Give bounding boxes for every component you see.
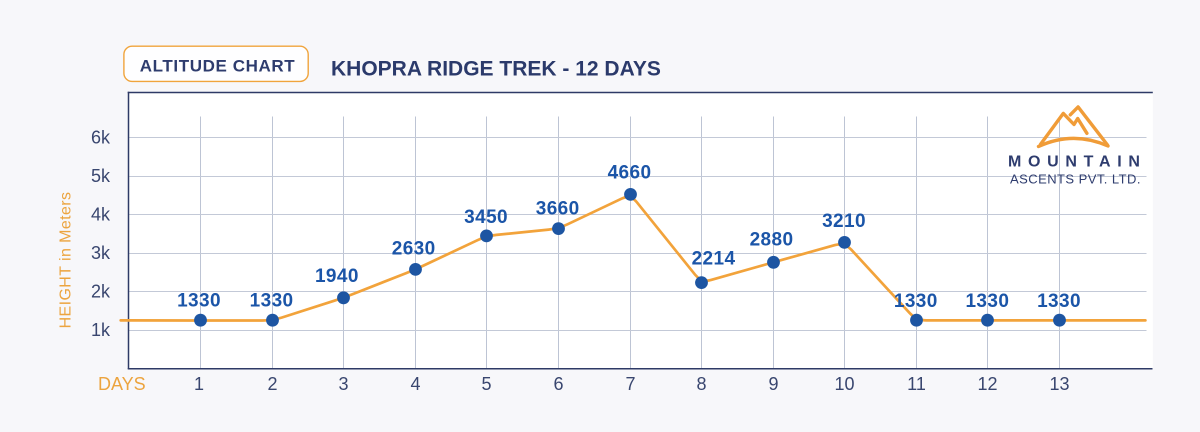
svg-text:5: 5 — [481, 374, 491, 394]
svg-text:3450: 3450 — [464, 207, 508, 228]
svg-text:MOUNTAIN: MOUNTAIN — [1008, 153, 1147, 170]
svg-text:KHOPRA RIDGE TREK - 12 DAYS: KHOPRA RIDGE TREK - 12 DAYS — [331, 58, 661, 81]
svg-text:1330: 1330 — [1037, 291, 1081, 312]
svg-text:2880: 2880 — [750, 229, 794, 250]
svg-text:DAYS: DAYS — [98, 374, 146, 394]
svg-text:1k: 1k — [91, 320, 111, 340]
svg-text:10: 10 — [834, 374, 854, 394]
svg-text:ALTITUDE CHART: ALTITUDE CHART — [140, 57, 295, 76]
svg-text:8: 8 — [696, 374, 706, 394]
svg-text:9: 9 — [768, 374, 778, 394]
svg-text:2214: 2214 — [692, 249, 736, 270]
svg-text:3660: 3660 — [536, 198, 580, 219]
svg-text:11: 11 — [907, 374, 926, 394]
svg-text:2630: 2630 — [392, 238, 436, 259]
svg-text:3210: 3210 — [822, 211, 866, 232]
svg-text:4: 4 — [410, 374, 420, 394]
svg-text:2k: 2k — [91, 282, 111, 302]
svg-text:3: 3 — [338, 374, 348, 394]
svg-text:6: 6 — [553, 374, 563, 394]
svg-text:6k: 6k — [91, 128, 111, 148]
svg-text:2: 2 — [267, 374, 277, 394]
svg-text:13: 13 — [1049, 374, 1069, 394]
svg-text:4660: 4660 — [608, 163, 652, 184]
svg-text:1940: 1940 — [315, 266, 359, 287]
svg-text:5k: 5k — [91, 166, 111, 186]
svg-text:1330: 1330 — [177, 291, 221, 312]
svg-text:1330: 1330 — [250, 291, 294, 312]
svg-text:1: 1 — [194, 374, 204, 394]
svg-text:1330: 1330 — [965, 291, 1009, 312]
svg-text:7: 7 — [625, 374, 635, 394]
svg-text:4k: 4k — [91, 205, 111, 225]
svg-text:3k: 3k — [91, 243, 111, 263]
svg-text:1330: 1330 — [894, 291, 938, 312]
svg-text:HEIGHT in Meters: HEIGHT in Meters — [58, 192, 75, 329]
svg-text:ASCENTS PVT. LTD.: ASCENTS PVT. LTD. — [1010, 171, 1141, 186]
svg-text:12: 12 — [977, 374, 997, 394]
